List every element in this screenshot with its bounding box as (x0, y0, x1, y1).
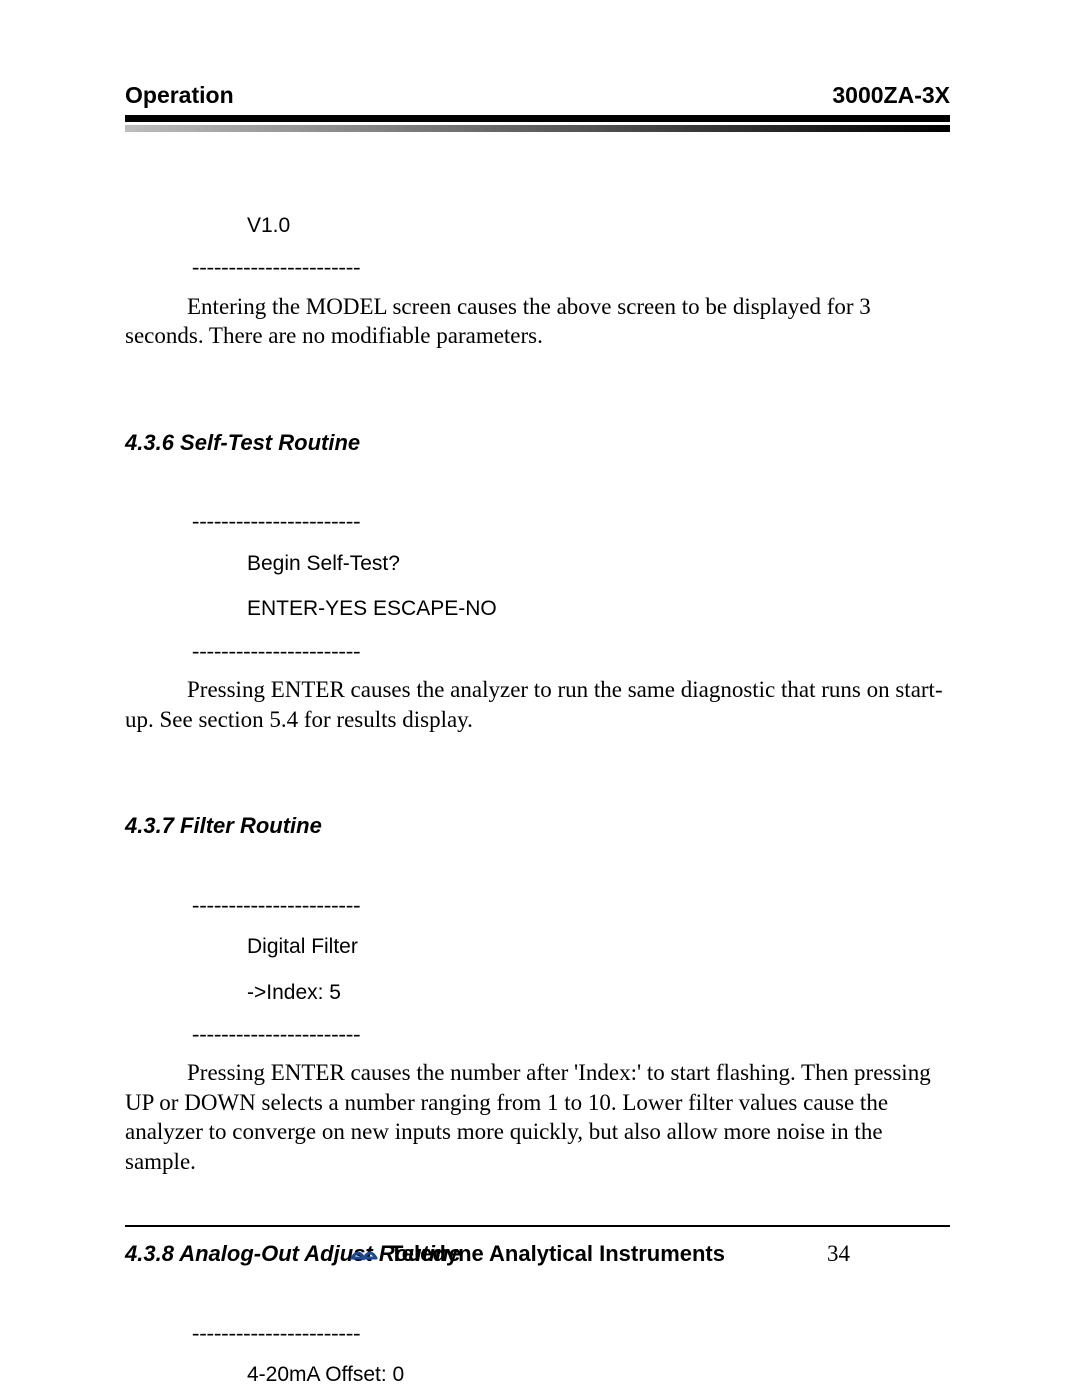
display-line: V1.0 (247, 212, 950, 239)
dashes: ----------------------- (192, 1020, 950, 1049)
dashes: ----------------------- (192, 1319, 950, 1348)
display-block-filter: ----------------------- Digital Filter -… (192, 891, 950, 1049)
paragraph: Pressing ENTER causes the number after '… (125, 1058, 950, 1176)
dashes: ----------------------- (192, 891, 950, 920)
paragraph-text: Pressing ENTER causes the analyzer to ru… (125, 677, 943, 731)
footer-rule (125, 1225, 950, 1227)
display-block-analogout: ----------------------- 4-20mA Offset: 0 (192, 1319, 950, 1389)
display-line: ENTER-YES ESCAPE-NO (247, 595, 950, 622)
teledyne-logo-icon (350, 1244, 378, 1264)
header-left: Operation (125, 82, 234, 109)
display-block-selftest: ----------------------- Begin Self-Test?… (192, 507, 950, 665)
header-rule-gradient (125, 125, 950, 132)
display-line: 4-20mA Offset: 0 (247, 1361, 950, 1388)
header-right: 3000ZA-3X (832, 82, 950, 109)
dashes: ----------------------- (192, 507, 950, 536)
section-heading-436: 4.3.6 Self-Test Routine (125, 429, 950, 458)
section-heading-437: 4.3.7 Filter Routine (125, 812, 950, 841)
display-block-version: V1.0 ----------------------- (192, 212, 950, 282)
page-footer: Teledyne Analytical Instruments 34 (125, 1225, 950, 1267)
paragraph-text: Entering the MODEL screen causes the abo… (125, 294, 871, 348)
page-header: Operation 3000ZA-3X (125, 82, 950, 109)
page-number: 34 (827, 1241, 850, 1267)
footer-org: Teledyne Analytical Instruments (390, 1241, 725, 1267)
paragraph: Entering the MODEL screen causes the abo… (125, 292, 950, 351)
header-rule-solid (125, 115, 950, 122)
dashes: ----------------------- (192, 637, 950, 666)
display-line: Begin Self-Test? (247, 550, 950, 577)
display-line: ->Index: 5 (247, 979, 950, 1006)
page: Operation 3000ZA-3X V1.0 ---------------… (0, 0, 1080, 1397)
content-body: V1.0 ----------------------- Entering th… (125, 212, 950, 1389)
paragraph: Pressing ENTER causes the analyzer to ru… (125, 675, 950, 734)
dashes: ----------------------- (192, 253, 950, 282)
footer-row: Teledyne Analytical Instruments 34 (125, 1241, 950, 1267)
paragraph-text: Pressing ENTER causes the number after '… (125, 1060, 931, 1173)
display-line: Digital Filter (247, 933, 950, 960)
